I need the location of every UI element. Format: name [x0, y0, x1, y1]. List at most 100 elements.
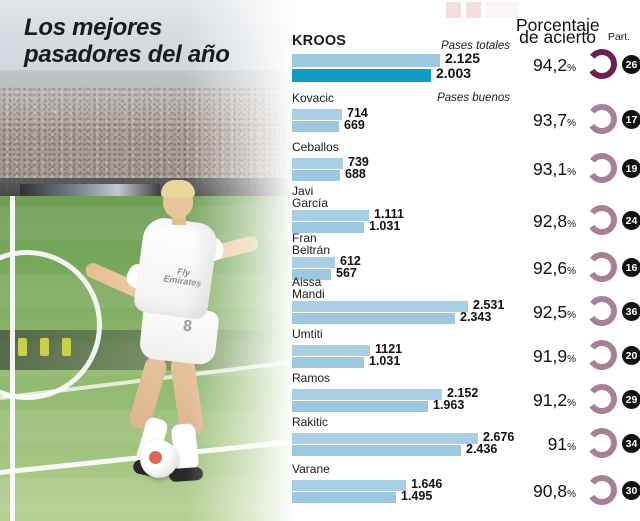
- accuracy-percentage-value: 91,9: [533, 346, 568, 366]
- accuracy-percentage-value: 93,1: [533, 159, 568, 179]
- participations-badge: 16: [622, 258, 640, 277]
- participations-badge: 17: [622, 110, 640, 129]
- bar-pases-totales: [292, 301, 468, 312]
- bar-pases-totales: [292, 389, 442, 400]
- photo-fade-top-overlay: [0, 0, 300, 130]
- value-pases-buenos: 567: [336, 266, 357, 280]
- player-photo: 8 Fly Emirates: [0, 0, 300, 521]
- value-pases-buenos: 669: [344, 118, 365, 132]
- percentage-header-line-2: de acierto: [519, 27, 596, 47]
- value-pases-totales: 612: [340, 254, 361, 268]
- bar-pases-totales: [292, 433, 478, 444]
- bar-pases-buenos: [292, 69, 431, 82]
- player-name: Varane: [292, 462, 330, 476]
- bar-pases-totales: [292, 257, 335, 268]
- player-name: Javi García: [292, 184, 329, 210]
- value-pases-totales: 2.531: [473, 298, 505, 312]
- legend-pases-totales: Pases totales: [440, 40, 510, 52]
- percent-sign: %: [567, 398, 576, 409]
- value-pases-totales: 1121: [375, 342, 403, 356]
- player-name: Fran Beltrán: [292, 231, 331, 257]
- participations-badge: 24: [622, 211, 640, 230]
- bar-pases-totales: [292, 480, 406, 491]
- title-line-2: pasadores del año: [24, 41, 230, 68]
- participations-badge: 30: [622, 481, 640, 500]
- bar-pases-buenos: [292, 401, 428, 412]
- chart-row: Ceballos 739 688 93,1% 19: [288, 140, 640, 186]
- participations-badge: 26: [622, 55, 640, 74]
- percent-sign: %: [567, 219, 576, 230]
- accuracy-percentage: 92,5%: [484, 302, 576, 323]
- player-name: Aissa Mandi: [292, 275, 325, 301]
- chart-row: Umtiti 1121 1.031 91,9% 20: [288, 327, 640, 373]
- accuracy-ring-icon: [585, 382, 619, 416]
- participations-badge: 20: [622, 346, 640, 365]
- accuracy-ring-icon: [585, 338, 619, 372]
- bar-pases-totales: [292, 345, 370, 356]
- bar-pases-buenos: [292, 313, 455, 324]
- percent-sign: %: [567, 489, 576, 500]
- value-pases-totales: 1.111: [374, 207, 404, 221]
- accuracy-ring-icon: [585, 294, 619, 328]
- title-line-1: Los mejores: [24, 14, 163, 41]
- percent-sign: %: [567, 354, 576, 365]
- accuracy-ring-icon: [585, 47, 619, 81]
- participations-badge: 19: [622, 159, 640, 178]
- accuracy-percentage-value: 90,8: [533, 481, 568, 501]
- value-pases-totales: 739: [348, 155, 369, 169]
- participations-badge: 36: [622, 302, 640, 321]
- bar-pases-totales: [292, 109, 342, 120]
- value-pases-totales: 1.646: [411, 477, 443, 491]
- bar-pases-totales: [292, 54, 440, 67]
- column-header-percentage: Porcentaje de acierto: [516, 16, 600, 46]
- chart-row: Javi García 1.111 1.031 92,8% 24: [288, 184, 640, 236]
- bar-pases-buenos: [292, 170, 340, 181]
- accuracy-percentage-value: 92,8: [533, 211, 568, 231]
- accuracy-percentage-value: 93,7: [533, 110, 568, 130]
- percent-sign: %: [567, 118, 576, 129]
- bar-pases-buenos: [292, 121, 339, 132]
- bar-pases-totales: [292, 158, 343, 169]
- percent-sign: %: [567, 167, 576, 178]
- player-name: Kovacic: [292, 91, 335, 105]
- accuracy-percentage-value: 91: [547, 434, 568, 454]
- value-pases-totales: 2.676: [483, 430, 515, 444]
- bar-pases-buenos: [292, 222, 364, 233]
- value-pases-buenos: 2.003: [436, 65, 472, 81]
- bar-pases-buenos: [292, 269, 331, 280]
- chart-row: Fran Beltrán 612 567 92,6% 16: [288, 231, 640, 282]
- player-name: Umtiti: [292, 327, 323, 341]
- player-name: Ceballos: [292, 140, 339, 154]
- value-pases-buenos: 2.343: [460, 310, 492, 324]
- accuracy-percentage: 91%: [484, 434, 576, 455]
- value-pases-buenos: 1.495: [401, 489, 433, 503]
- page-title: Los mejores pasadores del año: [24, 14, 286, 68]
- value-pases-buenos: 2.436: [466, 442, 498, 456]
- chart-row: KROOS 2.125 2.003 94,2% 26: [288, 34, 640, 93]
- value-pases-buenos: 1.963: [433, 398, 465, 412]
- percent-sign: %: [567, 266, 576, 277]
- accuracy-ring-icon: [585, 102, 619, 136]
- chart-row: Ramos 2.152 1.963 91,2% 29: [288, 371, 640, 417]
- accuracy-percentage: 93,1%: [484, 159, 576, 180]
- accuracy-percentage: 90,8%: [484, 481, 576, 502]
- bar-pases-buenos: [292, 492, 396, 503]
- player-name: Ramos: [292, 371, 331, 385]
- percent-sign: %: [567, 310, 576, 321]
- percent-sign: %: [567, 442, 576, 453]
- accuracy-ring-icon: [585, 473, 619, 507]
- accuracy-percentage: 94,2%: [484, 55, 576, 76]
- value-pases-totales: 2.125: [445, 50, 481, 66]
- legend-pases-buenos: Pases buenos: [437, 92, 510, 104]
- percentage-header-line-1: Porcentaje: [516, 15, 600, 35]
- value-pases-totales: 714: [347, 106, 368, 120]
- accuracy-percentage: 93,7%: [484, 110, 576, 131]
- value-pases-buenos: 1.031: [369, 219, 401, 233]
- percent-sign: %: [567, 63, 576, 74]
- bar-pases-buenos: [292, 357, 364, 368]
- accuracy-percentage: 92,8%: [484, 211, 576, 232]
- accuracy-percentage: 91,2%: [484, 390, 576, 411]
- bar-pases-buenos: [292, 445, 461, 456]
- accuracy-ring-icon: [585, 426, 619, 460]
- value-pases-buenos: 688: [345, 167, 366, 181]
